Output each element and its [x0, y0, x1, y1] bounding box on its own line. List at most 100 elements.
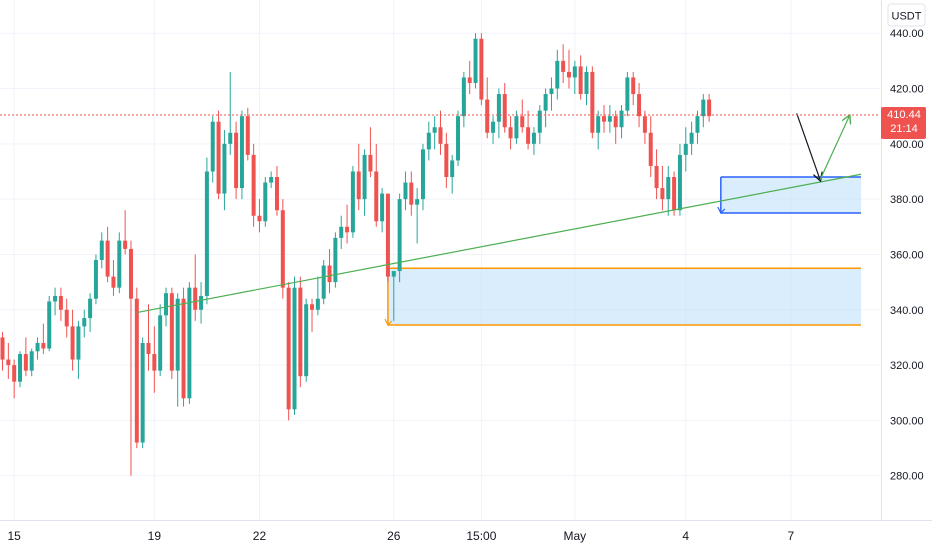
candle-body[interactable]: [438, 127, 443, 144]
projection-arrow[interactable]: [819, 116, 849, 181]
candle-body[interactable]: [502, 94, 507, 128]
candle-body[interactable]: [128, 248, 133, 299]
candle-body[interactable]: [374, 171, 379, 222]
candle-body[interactable]: [82, 318, 87, 327]
candle-body[interactable]: [385, 193, 390, 277]
candle-body[interactable]: [175, 298, 180, 371]
candle-body[interactable]: [607, 116, 612, 122]
candle-body[interactable]: [187, 287, 192, 399]
candle-body[interactable]: [549, 88, 554, 95]
currency-badge[interactable]: USDT: [887, 3, 926, 27]
zones[interactable]: [384, 176, 861, 327]
candle-body[interactable]: [584, 71, 589, 95]
candle-body[interactable]: [707, 99, 712, 117]
candle-body[interactable]: [520, 116, 525, 128]
candle-body[interactable]: [642, 116, 647, 133]
candle-body[interactable]: [158, 315, 163, 371]
candle-body[interactable]: [228, 132, 233, 144]
candle-body[interactable]: [181, 298, 186, 399]
zone-fill[interactable]: [387, 268, 861, 325]
candle-body[interactable]: [274, 177, 279, 211]
y-axis[interactable]: 280.00 300.00 320.00 340.00 360.00 380.00 400.…: [890, 28, 924, 483]
candle-body[interactable]: [321, 265, 326, 299]
candle-body[interactable]: [409, 182, 414, 205]
candle-body[interactable]: [485, 99, 490, 133]
candle-body[interactable]: [572, 66, 577, 78]
candle-body[interactable]: [619, 110, 624, 128]
candle-body[interactable]: [269, 177, 274, 183]
candle-body[interactable]: [70, 326, 75, 360]
candle-body[interactable]: [280, 210, 285, 288]
candle-body[interactable]: [216, 121, 221, 194]
candle-body[interactable]: [315, 298, 320, 310]
candle-body[interactable]: [473, 38, 478, 83]
candle-body[interactable]: [134, 298, 139, 443]
candle-body[interactable]: [613, 116, 618, 128]
candle-body[interactable]: [64, 309, 69, 327]
candle-body[interactable]: [6, 359, 11, 366]
candle-body[interactable]: [415, 199, 420, 205]
x-axis[interactable]: 15 19 22 26 15:00 May 4 7: [8, 529, 795, 543]
candle-body[interactable]: [333, 237, 338, 283]
candle-body[interactable]: [164, 293, 169, 316]
candle-body[interactable]: [590, 71, 595, 133]
candle-body[interactable]: [53, 295, 58, 302]
candle-body[interactable]: [169, 293, 174, 371]
candle-body[interactable]: [368, 154, 373, 172]
trendline[interactable]: [136, 173, 862, 314]
candle-body[interactable]: [695, 116, 700, 133]
candle-body[interactable]: [263, 182, 268, 222]
candle-body[interactable]: [648, 132, 653, 166]
candle-body[interactable]: [555, 60, 560, 89]
candle-body[interactable]: [479, 38, 484, 100]
candle-body[interactable]: [654, 165, 659, 189]
candle-body[interactable]: [689, 132, 694, 144]
candle-body[interactable]: [58, 295, 63, 310]
candle-body[interactable]: [327, 265, 332, 283]
candle-body[interactable]: [537, 110, 542, 133]
candle-body[interactable]: [380, 193, 385, 222]
candle-body[interactable]: [420, 149, 425, 200]
candle-body[interactable]: [105, 240, 110, 277]
candle-body[interactable]: [193, 287, 198, 310]
candle-body[interactable]: [12, 365, 17, 382]
candle-body[interactable]: [444, 143, 449, 178]
candle-body[interactable]: [292, 287, 297, 410]
candle-body[interactable]: [508, 127, 513, 139]
candle-body[interactable]: [234, 132, 239, 189]
candle-body[interactable]: [251, 154, 256, 216]
candle-body[interactable]: [47, 301, 52, 349]
candle-body[interactable]: [117, 240, 122, 288]
candle-body[interactable]: [432, 127, 437, 133]
candle-body[interactable]: [222, 143, 227, 194]
candle-body[interactable]: [666, 177, 671, 200]
candle-body[interactable]: [526, 127, 531, 144]
candle-body[interactable]: [514, 116, 519, 139]
candle-body[interactable]: [199, 295, 204, 310]
candle-body[interactable]: [602, 116, 607, 122]
candle-body[interactable]: [660, 188, 665, 200]
candle-body[interactable]: [239, 116, 244, 189]
candle-body[interactable]: [123, 240, 128, 249]
candle-body[interactable]: [467, 77, 472, 83]
candle-body[interactable]: [596, 116, 601, 133]
candle-body[interactable]: [339, 226, 344, 238]
candle-body[interactable]: [304, 304, 309, 377]
candle-body[interactable]: [76, 326, 81, 360]
candle-body[interactable]: [350, 171, 355, 233]
candle-body[interactable]: [29, 351, 34, 371]
candle-body[interactable]: [0, 337, 5, 360]
candle-body[interactable]: [18, 354, 23, 382]
candle-body[interactable]: [496, 94, 501, 122]
candle-body[interactable]: [146, 342, 151, 355]
candle-body[interactable]: [578, 66, 583, 95]
candle-body[interactable]: [41, 342, 46, 349]
candle-body[interactable]: [456, 116, 461, 161]
candle-body[interactable]: [461, 77, 466, 117]
candle-body[interactable]: [93, 260, 98, 299]
candle-body[interactable]: [403, 182, 408, 200]
candle-body[interactable]: [631, 77, 636, 95]
candle-body[interactable]: [286, 287, 291, 410]
candle-body[interactable]: [391, 271, 396, 277]
zone-fill[interactable]: [720, 177, 861, 213]
